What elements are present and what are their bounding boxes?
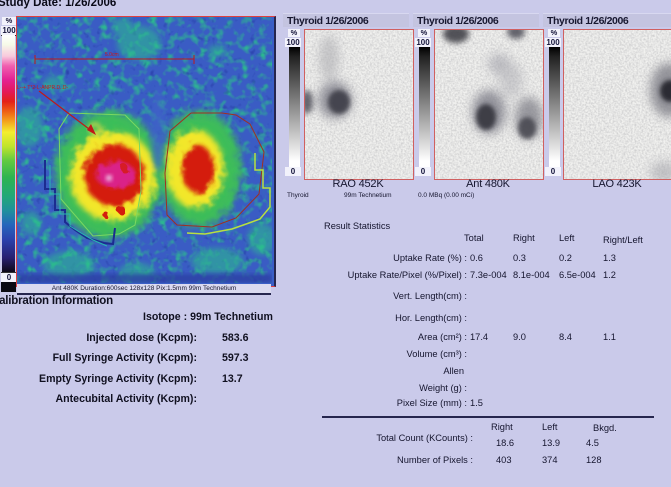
svg-text:5.0cm: 5.0cm xyxy=(105,52,119,58)
svg-text:L--+ T*2-L-ANPR.D..D-: L--+ T*2-L-ANPR.D..D- xyxy=(17,85,69,91)
